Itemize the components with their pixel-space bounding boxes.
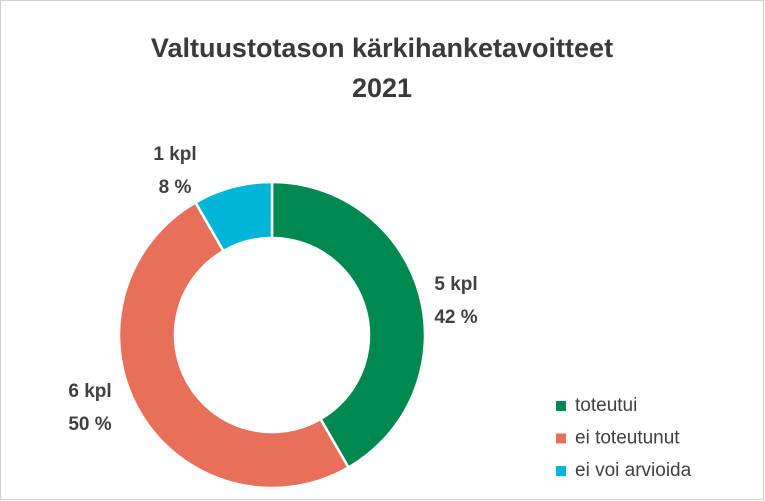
data-label: 6 kpl	[68, 381, 111, 402]
donut-slice	[193, 180, 274, 253]
chart-subtitle: 2021	[352, 73, 412, 103]
chart-title: Valtuustotason kärkihanketavoitteet	[151, 33, 613, 63]
data-label-percent: 8 %	[159, 177, 192, 198]
legend-swatch	[556, 433, 566, 444]
data-label-percent: 42 %	[434, 307, 477, 328]
data-label: 5 kpl	[434, 274, 477, 295]
data-label: 1 kpl	[153, 144, 196, 165]
legend-label: ei voi arvioida	[575, 460, 692, 481]
legend-label: toteutui	[575, 395, 637, 416]
legend-swatch	[556, 401, 566, 411]
data-label-percent: 50 %	[68, 414, 111, 435]
donut-slice	[117, 200, 351, 490]
donut-slice	[270, 180, 427, 470]
legend-label: ei toteutunut	[575, 428, 680, 449]
legend-swatch	[556, 466, 566, 476]
